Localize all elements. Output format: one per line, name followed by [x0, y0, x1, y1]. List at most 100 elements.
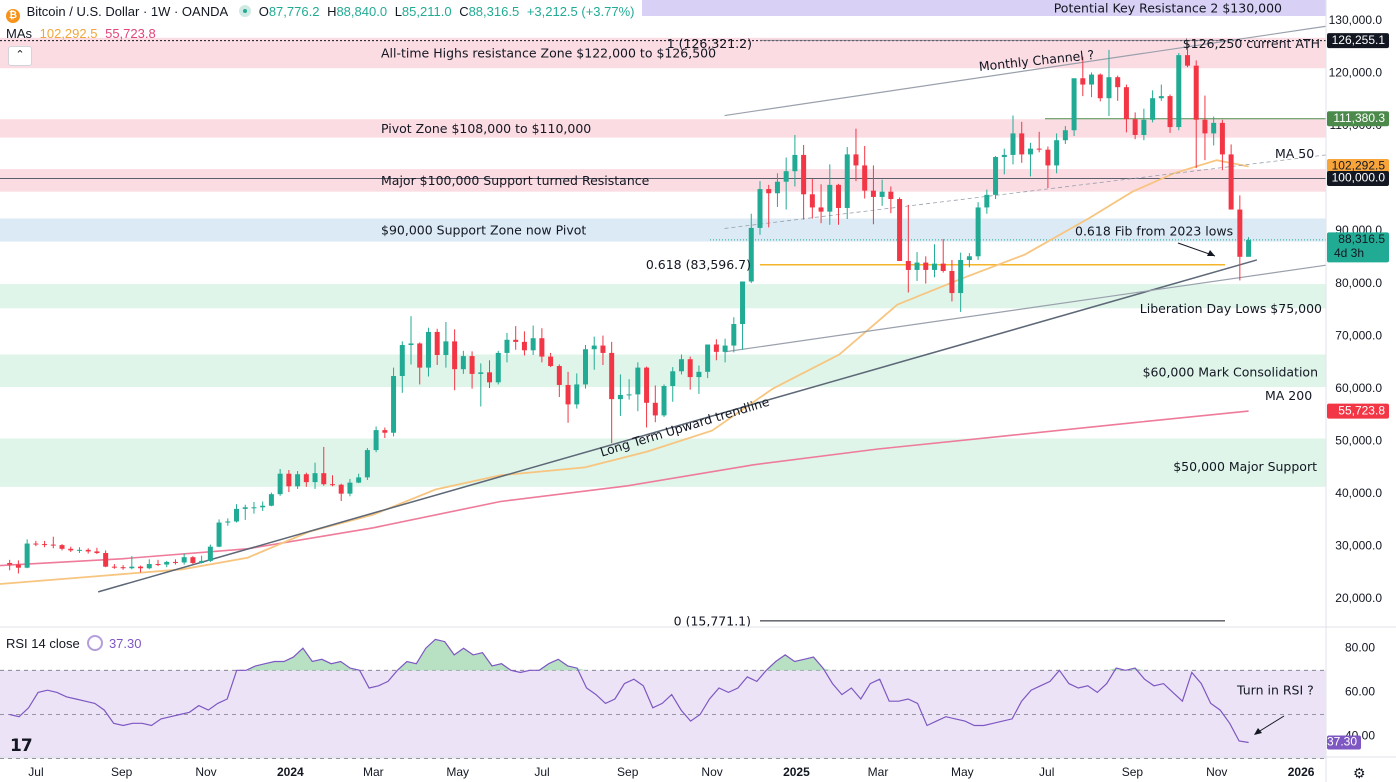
- candle: [495, 352, 501, 383]
- candle: [338, 484, 344, 494]
- open-label: O: [258, 4, 269, 19]
- candle: [1184, 55, 1190, 66]
- candle: [251, 507, 257, 509]
- candle: [836, 184, 842, 208]
- tradingview-logo-icon[interactable]: 17: [10, 736, 33, 756]
- rsi-settings-icon[interactable]: [87, 635, 104, 651]
- fib-0-label: 0 (15,771.1): [674, 613, 751, 628]
- zone-band: [0, 169, 1326, 192]
- candle: [364, 450, 370, 478]
- candle: [329, 484, 335, 486]
- rsi-tick-label: 60.00: [1345, 685, 1375, 699]
- close-value: 88,316.5: [468, 4, 520, 19]
- settings-gear-icon[interactable]: ⚙: [1353, 765, 1366, 781]
- candle: [487, 372, 493, 383]
- candles-group: [7, 40, 1252, 574]
- candle: [425, 331, 431, 368]
- y-tick-label: 40,000.0: [1335, 486, 1382, 500]
- zone-band: [0, 37, 1326, 69]
- channel-upper-line: [724, 25, 1327, 117]
- candle: [15, 564, 21, 568]
- candle: [321, 473, 327, 485]
- candle: [277, 473, 283, 495]
- candle: [923, 262, 929, 270]
- ma50-label: MA 50: [1275, 146, 1314, 161]
- y-tick-label: 60,000.0: [1335, 381, 1382, 395]
- rsi-arrowhead: [1254, 728, 1262, 735]
- candle: [129, 566, 135, 569]
- zone-band: [0, 119, 1326, 138]
- y-tick-label: 130,000.0: [1329, 13, 1383, 27]
- price-tag-label: 102,292.5: [1332, 159, 1386, 173]
- candle: [164, 561, 170, 565]
- ma200-label: MA 200: [1265, 388, 1312, 403]
- candle: [914, 262, 920, 270]
- zone-label: $90,000 Support Zone now Pivot: [381, 223, 586, 238]
- candle: [644, 367, 650, 403]
- candle: [216, 522, 222, 547]
- candle: [740, 281, 746, 325]
- zone-label: Major $100,000 Support turned Resistance: [381, 173, 650, 188]
- candle: [478, 372, 484, 374]
- candle: [504, 339, 510, 353]
- open-value: 87,776.2: [268, 4, 320, 19]
- high-value: 88,840.0: [336, 4, 388, 19]
- candle: [443, 341, 449, 356]
- candle: [1080, 78, 1086, 85]
- candle: [748, 227, 754, 282]
- candle: [678, 359, 684, 372]
- price-tag-label: 88,316.5: [1338, 232, 1385, 246]
- candle: [1019, 133, 1025, 155]
- candle: [1010, 133, 1016, 155]
- x-tick-label: Nov: [195, 765, 216, 779]
- candle: [460, 356, 466, 370]
- x-tick-label: 2024: [277, 765, 304, 779]
- x-tick-label: Nov: [1206, 765, 1227, 779]
- ma200-line: [0, 410, 1249, 567]
- rsi-annotation: Turn in RSI ?: [1236, 683, 1314, 698]
- x-tick-label: Jul: [28, 765, 43, 779]
- x-tick-label: Sep: [617, 765, 639, 779]
- candle: [1150, 98, 1156, 120]
- x-tick-label: Mar: [868, 765, 889, 779]
- candle: [530, 338, 536, 351]
- candle: [687, 359, 693, 378]
- candle: [670, 371, 676, 386]
- candle: [931, 263, 937, 270]
- ma200-header-value: 55,723.8: [105, 26, 156, 41]
- long-term-trendline: [97, 259, 1258, 593]
- change-value: +3,212.5 (+3.77%): [526, 4, 635, 19]
- candle: [1036, 148, 1042, 150]
- zone-label: All-time Highs resistance Zone $122,000 …: [381, 46, 716, 61]
- x-tick-label: May: [446, 765, 469, 779]
- symbol-title: Bitcoin / U.S. Dollar · 1W · OANDA: [26, 4, 228, 19]
- candle: [382, 430, 388, 433]
- rsi-line: [9, 638, 1249, 744]
- y-tick-label: 70,000.0: [1335, 328, 1382, 342]
- candle: [94, 551, 100, 554]
- candle: [295, 474, 301, 487]
- candle: [312, 473, 318, 483]
- price-tag: [1327, 159, 1389, 175]
- low-label: L: [394, 4, 402, 19]
- price-tag: [1327, 111, 1389, 127]
- key-resistance-band: [642, 0, 1326, 16]
- price-tag: [1327, 403, 1389, 419]
- candle: [120, 567, 126, 569]
- collapse-legend-button[interactable]: ⌃: [8, 46, 32, 66]
- candle: [207, 546, 213, 561]
- candle: [1211, 122, 1217, 134]
- rsi-value-tag-label: 37.30: [1327, 735, 1357, 749]
- candle: [548, 356, 554, 367]
- candle: [391, 376, 397, 433]
- candle: [199, 560, 205, 563]
- candle: [268, 494, 274, 506]
- candle: [809, 194, 815, 208]
- candle: [888, 191, 894, 200]
- candle: [609, 352, 615, 400]
- price-tag-countdown: 4d 3h: [1334, 246, 1364, 260]
- x-tick-label: Nov: [701, 765, 722, 779]
- fib-0618-label: 0.618 (83,596.7): [646, 257, 751, 272]
- rsi-value-tag: [1327, 735, 1361, 750]
